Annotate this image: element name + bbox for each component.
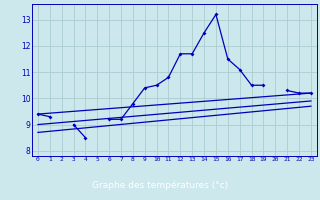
Text: Graphe des températures (°c): Graphe des températures (°c) <box>92 181 228 190</box>
